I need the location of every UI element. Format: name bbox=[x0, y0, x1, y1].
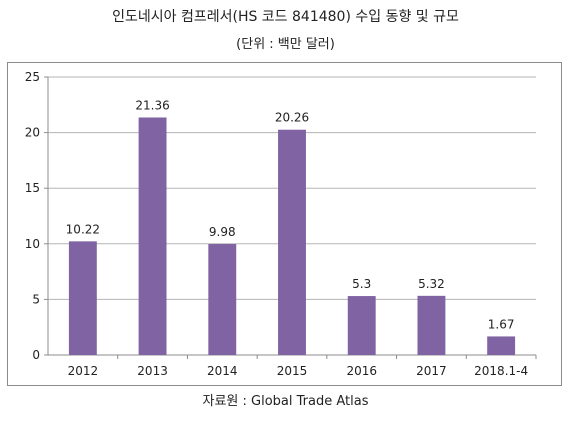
bar-chart: 0 5 10 15 20 25 10.22 2012 21.36 2013 9.98 2014 20.2… bbox=[25, 70, 537, 378]
data-label-2016: 5.3 bbox=[352, 277, 371, 291]
bar-2013 bbox=[138, 117, 167, 355]
y-tick-label: 10 bbox=[25, 237, 40, 251]
x-tick-label-2013: 2013 bbox=[137, 364, 168, 378]
data-label-2012: 10.22 bbox=[66, 222, 100, 236]
data-label-2017: 5.32 bbox=[418, 277, 445, 291]
chart-subtitle: (단위 : 백만 달러) bbox=[236, 37, 335, 52]
bar-2016 bbox=[347, 296, 376, 355]
chart-frame: 0 5 10 15 20 25 10.22 2012 21.36 2013 9.98 2014 20.2… bbox=[7, 62, 562, 386]
y-tick-label: 5 bbox=[32, 292, 40, 306]
x-tick-label-2014: 2014 bbox=[207, 364, 238, 378]
data-label-2018.1-4: 1.67 bbox=[488, 317, 515, 331]
bar-2017 bbox=[417, 295, 446, 355]
x-tick-label-2017: 2017 bbox=[416, 364, 447, 378]
x-tick-label-2012: 2012 bbox=[68, 364, 99, 378]
x-tick-label-2018.1-4: 2018.1-4 bbox=[474, 364, 528, 378]
source-note: 자료원 : Global Trade Atlas bbox=[202, 394, 369, 409]
data-label-2015: 20.26 bbox=[275, 111, 309, 125]
x-tick-label-2016: 2016 bbox=[346, 364, 377, 378]
y-tick-label: 25 bbox=[25, 70, 40, 84]
chart-title: 인도네시아 컴프레서(HS 코드 841480) 수입 동향 및 규모 bbox=[112, 9, 459, 25]
data-label-2013: 21.36 bbox=[135, 98, 169, 112]
y-tick-label: 15 bbox=[25, 181, 40, 195]
bar-2018.1-4 bbox=[487, 336, 516, 355]
data-label-2014: 9.98 bbox=[209, 225, 236, 239]
x-tick-label-2015: 2015 bbox=[277, 364, 308, 378]
y-tick-label: 20 bbox=[25, 126, 40, 140]
y-tick-label: 0 bbox=[32, 348, 40, 362]
bar-2012 bbox=[68, 241, 97, 355]
bar-2014 bbox=[208, 244, 237, 355]
bar-2015 bbox=[278, 129, 306, 355]
